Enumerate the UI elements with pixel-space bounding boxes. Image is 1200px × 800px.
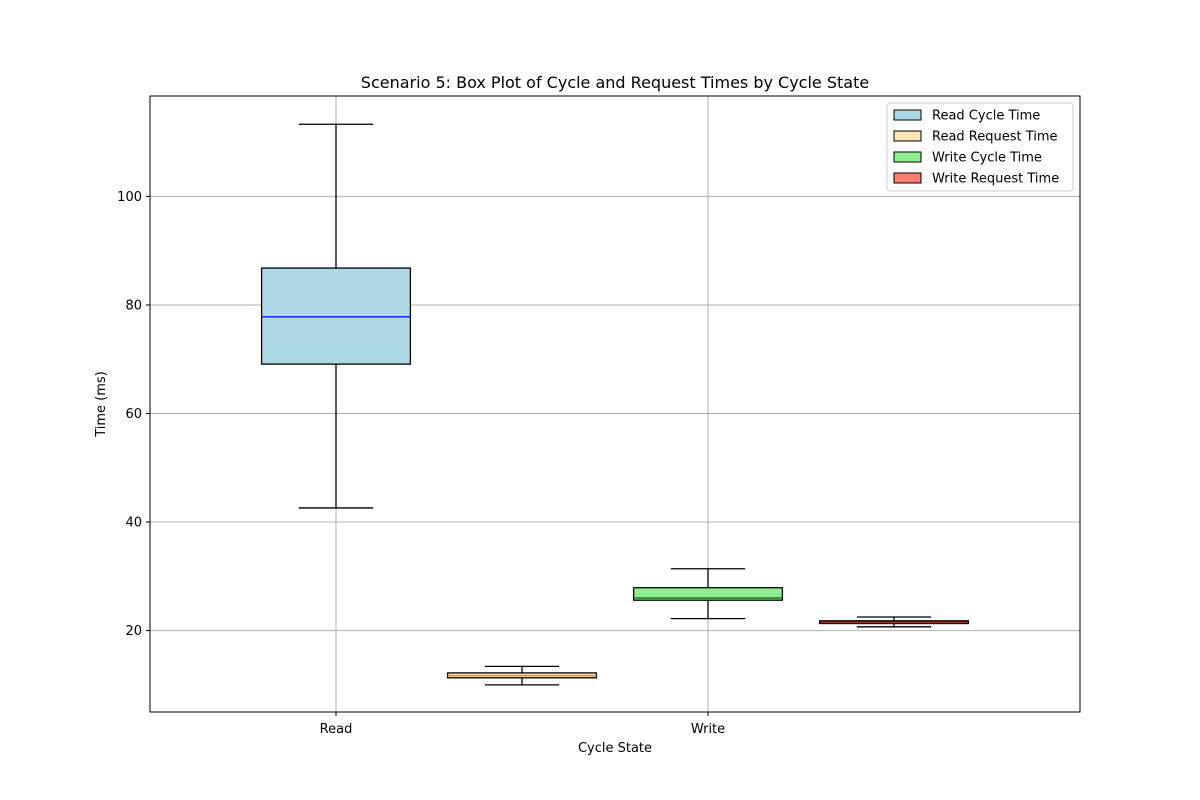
legend-label: Read Cycle Time <box>932 109 1040 124</box>
legend-frame <box>886 102 1074 192</box>
box-write-cycle-time <box>632 568 784 620</box>
y-tick-label: 100 <box>117 190 142 205</box>
box-series <box>260 123 970 686</box>
legend-swatch <box>893 151 922 163</box>
box-write-request-time <box>818 616 970 628</box>
box-read-request-time <box>446 665 598 686</box>
legend: Read Cycle Time Read Request Time Write Cy… <box>886 102 1074 192</box>
y-tick-label: 40 <box>125 516 142 531</box>
legend-label: Write Request Time <box>932 172 1059 187</box>
legend-swatch <box>893 172 922 184</box>
box-body <box>632 587 784 601</box>
legend-swatch <box>893 130 922 142</box>
chart-title: Scenario 5: Box Plot of Cycle and Reques… <box>361 73 869 92</box>
y-tick-label: 20 <box>125 624 142 639</box>
legend-swatch <box>893 109 922 121</box>
legend-label: Write Cycle Time <box>932 151 1042 166</box>
y-tick-label: 80 <box>125 298 142 313</box>
legend-label: Read Request Time <box>932 130 1058 145</box>
y-axis-title: Time (ms) <box>94 371 109 438</box>
plot-area-frame <box>149 95 1081 713</box>
y-tick-label: 60 <box>125 407 142 422</box>
x-tick-label: Read <box>320 722 353 737</box>
box-read-cycle-time <box>260 123 412 509</box>
x-tick-label: Write <box>691 722 725 737</box>
x-axis-title: Cycle State <box>578 741 652 756</box>
box-body <box>260 267 412 365</box>
axis-ticks: 20 40 60 80 100 Read Write <box>117 190 725 737</box>
